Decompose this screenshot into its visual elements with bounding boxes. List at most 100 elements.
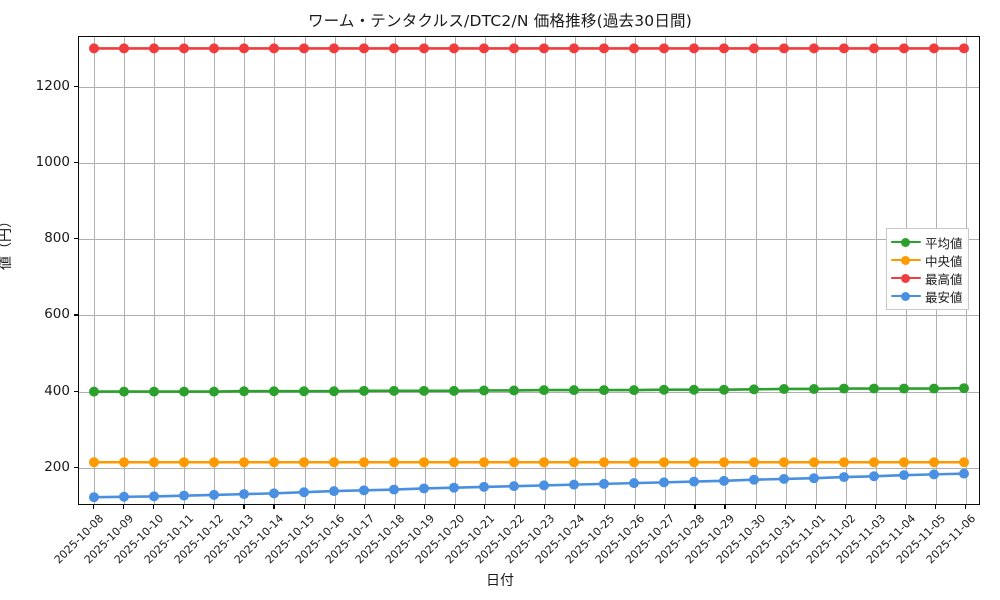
data-point-marker: [779, 383, 789, 394]
data-point-marker: [869, 457, 879, 468]
x-axis-tick-mark: [814, 505, 816, 509]
legend-item-最高値[interactable]: 最高値: [891, 269, 963, 287]
data-point-marker: [329, 457, 339, 468]
x-axis-tick-mark: [123, 505, 125, 509]
series-中央値: [89, 457, 969, 468]
x-axis-tick-mark: [634, 505, 636, 509]
data-point-marker: [299, 487, 309, 498]
data-point-marker: [389, 484, 399, 495]
y-axis-tick-mark: [74, 314, 78, 316]
x-axis-tick-mark: [363, 505, 365, 509]
data-point-marker: [689, 384, 699, 395]
data-point-marker: [869, 43, 879, 54]
data-point-marker: [689, 43, 699, 54]
series-line: [94, 474, 964, 498]
legend-dot-icon: [901, 291, 910, 301]
grid-line-vertical: [334, 37, 336, 504]
x-axis-tick-mark: [874, 505, 876, 509]
grid-line-vertical: [124, 37, 126, 504]
x-axis-tick-mark: [153, 505, 155, 509]
data-point-marker: [869, 471, 879, 482]
data-point-marker: [209, 386, 219, 397]
data-point-marker: [599, 478, 609, 489]
x-axis-tick-mark: [303, 505, 305, 509]
x-axis-tick-mark: [333, 505, 335, 509]
x-axis-tick-mark: [784, 505, 786, 509]
data-point-marker: [899, 457, 909, 468]
legend-item-中央値[interactable]: 中央値: [891, 251, 963, 269]
legend-label: 平均値: [925, 235, 963, 251]
grid-line-vertical: [695, 37, 697, 504]
data-point-marker: [599, 43, 609, 54]
x-axis-tick-mark: [724, 505, 726, 509]
data-point-marker: [479, 481, 489, 492]
data-point-marker: [569, 479, 579, 490]
data-point-marker: [269, 386, 279, 397]
x-axis-tick-mark: [513, 505, 516, 509]
x-axis-tick-mark: [213, 505, 215, 509]
x-axis-tick-mark: [934, 505, 937, 509]
data-point-marker: [299, 386, 309, 397]
data-point-marker: [689, 457, 699, 468]
grid-line-vertical: [605, 37, 607, 504]
data-point-marker: [779, 457, 789, 468]
data-point-marker: [809, 457, 819, 468]
y-axis-tick-label: 600: [44, 306, 70, 323]
series-layer: [89, 43, 969, 503]
data-point-marker: [839, 383, 849, 394]
data-point-marker: [239, 43, 249, 54]
data-point-marker: [509, 43, 519, 54]
data-point-marker: [689, 476, 699, 487]
data-point-marker: [809, 473, 819, 484]
x-axis-tick-mark: [243, 505, 245, 509]
legend-dot-icon: [901, 255, 910, 265]
data-point-marker: [539, 457, 549, 468]
data-point-marker: [719, 384, 729, 395]
data-point-marker: [89, 457, 99, 468]
legend-label: 最高値: [925, 271, 963, 287]
grid-line-vertical: [545, 37, 547, 504]
data-point-marker: [89, 386, 99, 397]
data-point-marker: [839, 43, 849, 54]
data-point-marker: [239, 457, 249, 468]
grid-line-vertical: [484, 37, 486, 504]
data-point-marker: [899, 383, 909, 394]
data-point-marker: [659, 43, 669, 54]
y-axis-tick-label: 1200: [35, 77, 70, 94]
grid-line-vertical: [575, 37, 577, 504]
data-point-marker: [149, 43, 159, 54]
x-axis-label: 日付: [486, 573, 514, 589]
data-point-marker: [449, 482, 459, 493]
data-point-marker: [509, 457, 519, 468]
data-point-marker: [329, 486, 339, 497]
x-axis-tick-mark: [183, 505, 185, 509]
data-point-marker: [629, 385, 639, 396]
data-point-marker: [929, 43, 939, 54]
legend-item-最安値[interactable]: 最安値: [891, 287, 963, 305]
x-axis-tick-mark: [664, 505, 666, 509]
data-point-marker: [389, 43, 399, 54]
data-point-marker: [179, 386, 189, 397]
series-line: [94, 388, 964, 391]
x-axis-tick-mark: [754, 505, 756, 509]
data-point-marker: [569, 43, 579, 54]
data-point-marker: [119, 457, 129, 468]
data-point-marker: [239, 386, 249, 397]
data-point-marker: [359, 43, 369, 54]
data-point-marker: [719, 457, 729, 468]
y-axis-tick-mark: [74, 466, 78, 469]
x-axis-tick-mark: [453, 505, 456, 509]
grid-line-vertical: [785, 37, 787, 504]
legend-item-平均値[interactable]: 平均値: [891, 233, 963, 251]
data-point-marker: [299, 457, 309, 468]
data-point-marker: [959, 468, 969, 479]
data-point-marker: [629, 478, 639, 489]
data-point-marker: [179, 490, 189, 501]
data-point-marker: [899, 470, 909, 481]
series-最安値: [89, 468, 969, 503]
y-axis-tick-mark: [74, 238, 78, 240]
legend-label: 中央値: [925, 253, 963, 269]
grid-line-horizontal: [79, 86, 979, 88]
grid-line-horizontal: [79, 315, 979, 317]
data-point-marker: [419, 457, 429, 468]
